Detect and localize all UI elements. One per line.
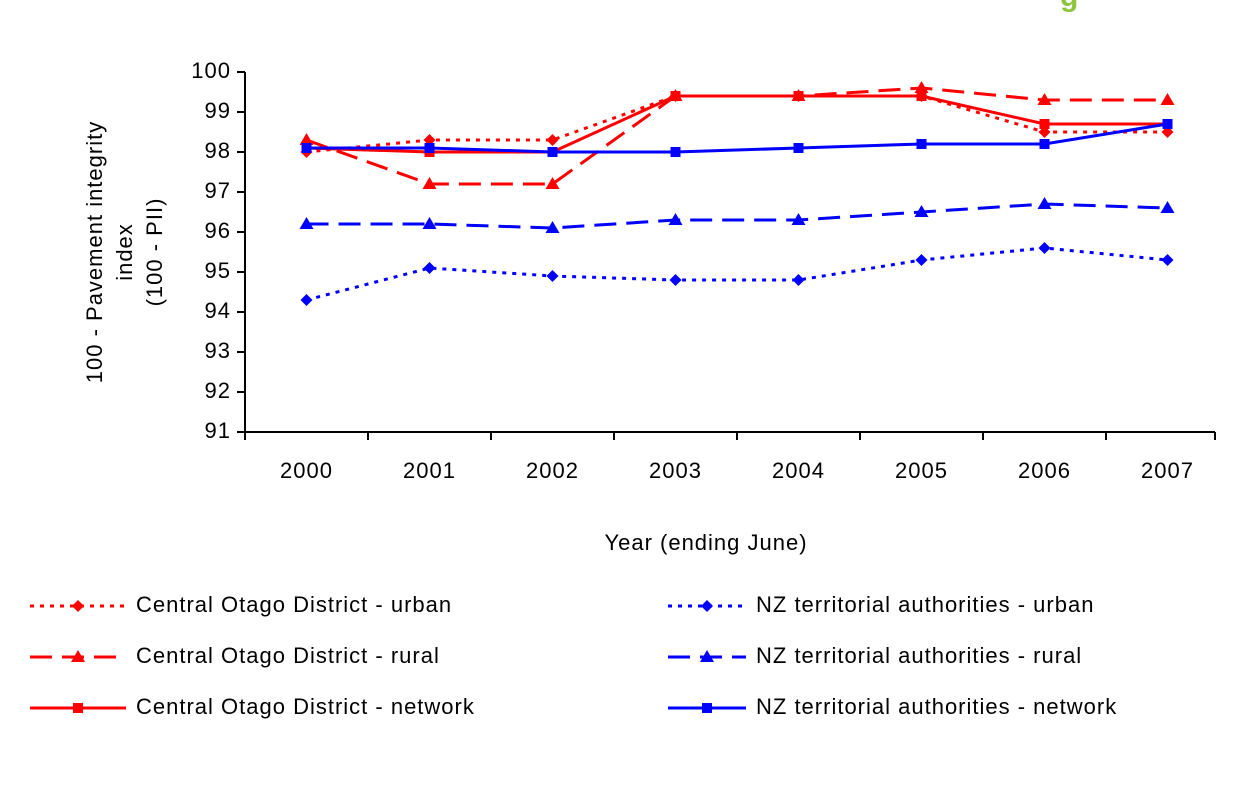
data-point <box>669 274 682 286</box>
y-tick-label: 100 <box>191 58 231 83</box>
data-point <box>1037 93 1052 105</box>
data-point <box>915 254 928 266</box>
legend-label: NZ territorial authorities - network <box>756 694 1117 719</box>
x-tick-label: 2000 <box>280 458 333 483</box>
data-point <box>1039 139 1050 149</box>
data-point <box>300 294 313 306</box>
data-point <box>299 217 314 229</box>
x-tick-label: 2002 <box>526 458 579 483</box>
data-point <box>670 147 681 157</box>
y-axis-title: index <box>112 223 137 281</box>
data-point <box>422 177 437 189</box>
y-tick-label: 92 <box>205 378 231 403</box>
legend-marker <box>73 703 83 713</box>
legend-label: Central Otago District - rural <box>136 643 440 668</box>
data-point <box>1037 197 1052 209</box>
data-point <box>1160 201 1175 213</box>
x-axis-title: Year (ending June) <box>604 530 807 555</box>
legend-label: Central Otago District - urban <box>136 592 452 617</box>
data-point <box>299 133 314 145</box>
series-line <box>306 202 1168 230</box>
header-fragment: g <box>1060 0 1079 13</box>
x-tick-label: 2005 <box>895 458 948 483</box>
series-line <box>306 246 1168 302</box>
data-point <box>668 213 683 225</box>
data-point <box>791 213 806 225</box>
data-point <box>1162 119 1173 129</box>
legend-label: Central Otago District - network <box>136 694 475 719</box>
y-tick-label: 96 <box>205 218 231 243</box>
data-point <box>301 143 312 153</box>
legend-marker <box>700 650 714 662</box>
x-tick-label: 2006 <box>1018 458 1071 483</box>
x-tick-label: 2003 <box>649 458 702 483</box>
series-line <box>305 86 1168 186</box>
x-tick-label: 2001 <box>403 458 456 483</box>
data-point <box>545 221 560 233</box>
x-tick-label: 2004 <box>772 458 825 483</box>
data-point <box>914 205 929 217</box>
y-tick-label: 95 <box>205 258 231 283</box>
data-point <box>1160 93 1175 105</box>
legend-marker <box>702 703 712 713</box>
data-point <box>546 134 559 146</box>
y-tick-label: 94 <box>205 298 231 323</box>
data-point <box>792 274 805 286</box>
data-point <box>547 147 558 157</box>
data-point <box>424 143 435 153</box>
y-axis-title: 100 - Pavement integrity <box>82 121 107 383</box>
series-line <box>306 122 1168 154</box>
legend-marker <box>701 600 713 612</box>
data-point <box>1038 242 1051 254</box>
data-point <box>546 270 559 282</box>
data-point <box>423 262 436 274</box>
y-tick-label: 97 <box>205 178 231 203</box>
y-tick-label: 99 <box>205 98 231 123</box>
data-point <box>1161 254 1174 266</box>
y-tick-label: 91 <box>205 418 231 443</box>
x-tick-label: 2007 <box>1141 458 1194 483</box>
data-point <box>793 143 804 153</box>
data-point <box>914 81 929 93</box>
legend-marker <box>71 650 85 662</box>
y-tick-label: 93 <box>205 338 231 363</box>
data-point <box>793 91 804 101</box>
data-point <box>422 217 437 229</box>
y-axis-title: (100 - PII) <box>142 198 167 307</box>
data-point <box>1039 119 1050 129</box>
data-point <box>545 177 560 189</box>
series-line <box>306 94 1168 154</box>
data-point <box>670 91 681 101</box>
data-point <box>916 139 927 149</box>
legend-label: NZ territorial authorities - urban <box>756 592 1094 617</box>
data-point <box>916 91 927 101</box>
legend-marker <box>72 600 84 612</box>
y-tick-label: 98 <box>205 138 231 163</box>
legend-label: NZ territorial authorities - rural <box>756 643 1082 668</box>
series-line <box>306 94 1168 154</box>
